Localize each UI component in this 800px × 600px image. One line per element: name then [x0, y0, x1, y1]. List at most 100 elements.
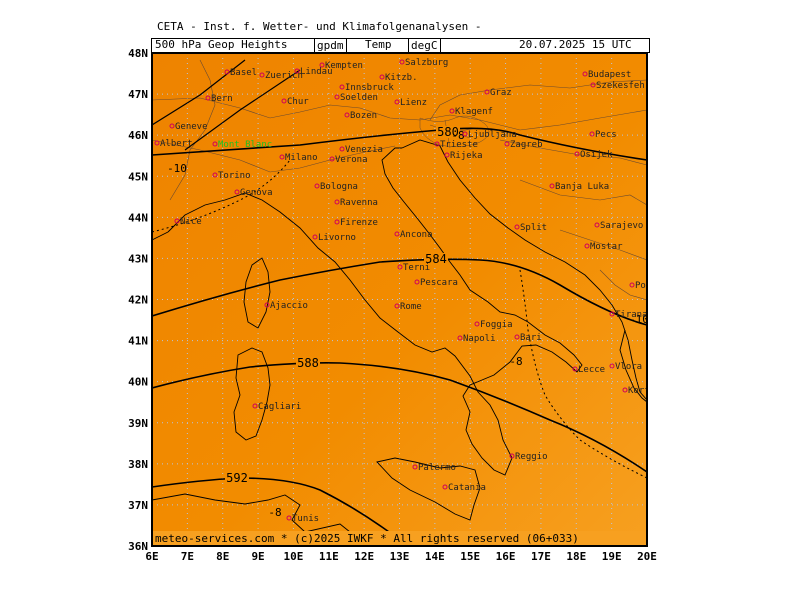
lon-label: 12E: [354, 550, 374, 563]
lon-label: 18E: [566, 550, 586, 563]
city-label: Lienz: [400, 98, 427, 108]
africa-coastline: [152, 493, 376, 546]
contour-label-bg: [424, 253, 448, 265]
city-marker: [412, 464, 418, 470]
city-label: Zagreb: [510, 140, 543, 150]
geopotential-label: 592: [226, 471, 248, 485]
city-label: Geneve: [175, 122, 208, 132]
lon-label: 7E: [181, 550, 194, 563]
city-label: Bern: [211, 94, 233, 104]
contour-588: [152, 362, 647, 473]
city-label: Budapest: [588, 70, 631, 80]
coastlines: [152, 139, 647, 546]
lat-label: 44N: [128, 211, 148, 224]
city-marker: [434, 141, 440, 147]
temperature-label: -10: [167, 162, 187, 175]
city-label: Korfu: [628, 386, 655, 396]
graticule: [152, 53, 647, 546]
city-label: Livorno: [318, 233, 356, 243]
city-marker: [329, 156, 335, 162]
lon-label: 13E: [390, 550, 410, 563]
city-label: Tirana: [615, 310, 648, 320]
city-label: Innsbruck: [345, 83, 394, 93]
city-label: Mostar: [590, 242, 623, 252]
city-label: Lecce: [578, 365, 605, 375]
city-marker: [462, 131, 468, 137]
city-label: Ancona: [400, 230, 433, 240]
temperature-label: -8: [509, 355, 522, 368]
city-label: Kempten: [325, 61, 363, 71]
city-marker: [594, 222, 600, 228]
city-marker: [174, 218, 180, 224]
footer-text: meteo-services.com * (c)2025 IWKF * All …: [155, 532, 579, 545]
city-marker: [474, 321, 480, 327]
geopotential-label: 584: [425, 252, 447, 266]
footer-band: [153, 531, 646, 545]
city-label: Sarajevo: [600, 221, 643, 231]
city-marker: [344, 112, 350, 118]
lon-label: 6E: [145, 550, 158, 563]
city-marker: [234, 189, 240, 195]
geopotential-label: 580: [437, 125, 459, 139]
contour-580: [152, 127, 647, 161]
city-label: Ajaccio: [270, 301, 308, 311]
city-label: Chur: [287, 97, 309, 107]
city-label: Cagliari: [258, 402, 301, 412]
city-label: Salzburg: [405, 58, 448, 68]
city-label: Soelden: [340, 93, 378, 103]
geopotential-contours: [152, 127, 647, 541]
city-marker: [514, 224, 520, 230]
lat-label: 43N: [128, 252, 148, 265]
city-marker: [574, 151, 580, 157]
lat-label: 40N: [128, 376, 148, 389]
city-label: Graz: [490, 88, 512, 98]
city-marker: [252, 403, 258, 409]
lon-label: 19E: [602, 550, 622, 563]
city-marker: [397, 264, 403, 270]
temperature-label: -10: [629, 313, 649, 326]
temperature-label: -8: [268, 506, 281, 519]
city-label: Verona: [335, 155, 368, 165]
temperature-isotherms: [152, 159, 647, 479]
lat-label: 45N: [128, 170, 148, 183]
city-label: Bozen: [350, 111, 377, 121]
field-label: 500 hPa Geop Heights: [155, 38, 288, 51]
city-marker: [312, 234, 318, 240]
city-label: Basel: [230, 68, 257, 78]
city-label: Tunis: [292, 514, 319, 524]
city-marker: [334, 219, 340, 225]
city-marker: [509, 453, 515, 459]
sardinia-coastline: [233, 347, 271, 441]
map-frame: [151, 52, 648, 547]
nw-contours: [152, 59, 301, 151]
lat-label: 41N: [128, 335, 148, 348]
city-label: Torino: [218, 171, 251, 181]
city-marker: [444, 152, 450, 158]
city-marker: [334, 199, 340, 205]
city-label: Klagenf: [455, 107, 493, 117]
city-label: Terni: [403, 263, 430, 273]
contour-label-bg: [225, 472, 249, 484]
temp-label: Temp: [365, 38, 392, 51]
lon-label: 20E: [637, 550, 657, 563]
map-title: CETA - Inst. f. Wetter- und Klimafolgena…: [157, 20, 482, 33]
city-marker: [584, 243, 590, 249]
lon-label: 9E: [251, 550, 264, 563]
city-marker: [609, 363, 615, 369]
city-marker: [339, 146, 345, 152]
city-marker: [281, 98, 287, 104]
city-marker: [154, 140, 160, 146]
city-label: Catania: [448, 483, 486, 493]
city-marker: [549, 183, 555, 189]
lat-label: 42N: [128, 294, 148, 307]
lon-label: 17E: [531, 550, 551, 563]
city-label: Venezia: [345, 145, 383, 155]
map-geometry: 580 584 588 592 -10 -8 -8 -10 -8 Basel ZuerichLin…: [152, 53, 655, 546]
geopotential-label: 588: [297, 356, 319, 370]
city-label: Pecs: [595, 130, 617, 140]
city-label: Nice: [180, 217, 202, 227]
lat-label: 38N: [128, 458, 148, 471]
city-label: Ravenna: [340, 198, 378, 208]
city-marker: [294, 68, 300, 74]
